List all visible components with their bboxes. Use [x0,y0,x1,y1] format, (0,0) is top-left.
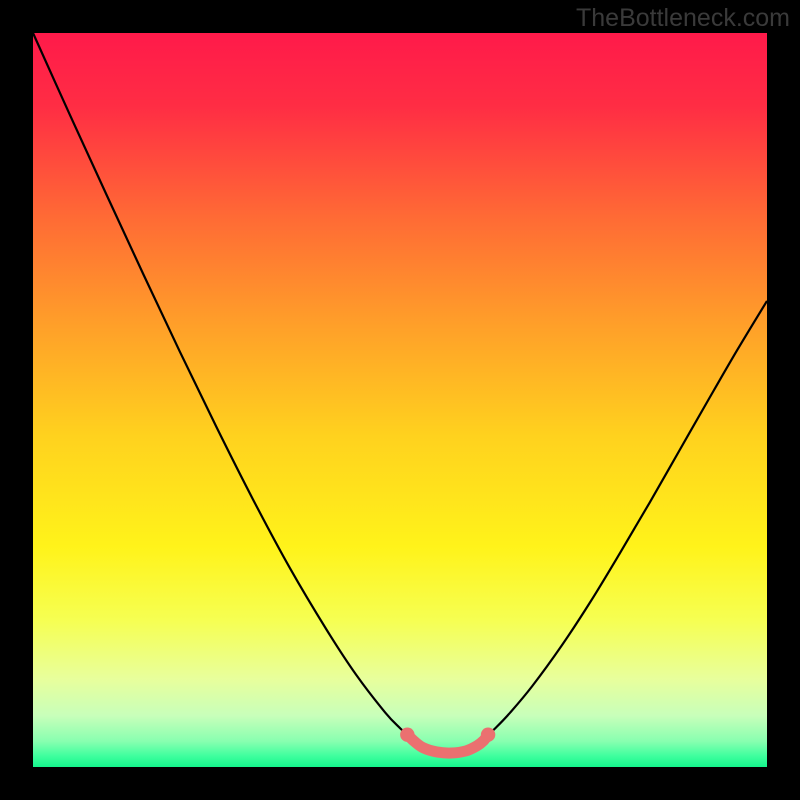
chart-frame: TheBottleneck.com [0,0,800,800]
watermark-text: TheBottleneck.com [576,4,790,33]
valley-marker-left [400,728,414,742]
curves-layer [33,33,767,767]
curve-left [33,33,407,735]
plot-area [33,33,767,767]
valley-segment [407,735,488,753]
curve-right [488,301,767,735]
valley-marker-right [481,728,495,742]
